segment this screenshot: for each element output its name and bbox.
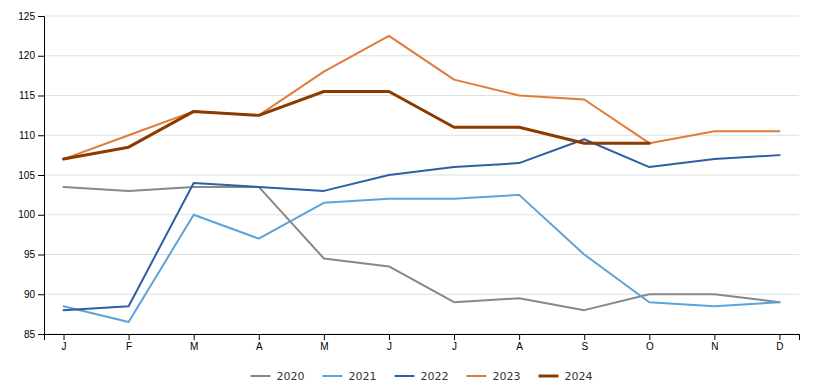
tick-mark: [324, 334, 325, 340]
tick-mark: [194, 334, 195, 340]
grid-line: [44, 55, 799, 56]
tick: A: [256, 334, 263, 352]
tick-mark: [38, 215, 44, 216]
tick-label: J: [387, 341, 392, 352]
legend-label: 2020: [277, 370, 305, 383]
series-line: [64, 92, 650, 160]
x-axis: JFMAMJJASOND: [45, 334, 800, 352]
tick-label: M: [190, 341, 198, 352]
tick-label: 95: [24, 249, 36, 260]
tick: 125: [18, 11, 44, 22]
tick: 100: [18, 209, 44, 220]
tick-mark: [714, 334, 715, 340]
tick-label: J: [452, 341, 457, 352]
tick-label: M: [320, 341, 328, 352]
lines: [64, 36, 780, 322]
tick-label: A: [256, 341, 263, 352]
axis-line: [38, 17, 45, 335]
tick-label: D: [776, 341, 783, 352]
plot: 85 90 95 100 105 110 115 120 125 J F M A M J J A S O N D: [18, 11, 799, 352]
tick: 90: [24, 289, 44, 300]
axis-line: [45, 335, 800, 341]
legend-item: 2021: [323, 370, 377, 383]
series-line: [64, 36, 780, 159]
tick-mark: [38, 255, 44, 256]
tick-label: 110: [19, 130, 35, 141]
grid-line: [44, 214, 799, 215]
tick-label: 85: [24, 329, 36, 340]
tick-mark: [129, 334, 130, 340]
grid-line: [44, 175, 799, 176]
tick: J: [452, 334, 457, 352]
tick-label: 120: [18, 50, 35, 61]
tick: M: [190, 334, 198, 352]
tick-mark: [779, 334, 780, 340]
grid: [44, 16, 799, 334]
tick-label: A: [516, 341, 523, 352]
series-line: [64, 187, 780, 310]
tick: 105: [18, 170, 44, 181]
tick: 115: [19, 90, 44, 101]
tick: 85: [24, 329, 44, 340]
legend-label: 2023: [493, 370, 521, 383]
tick-mark: [38, 294, 44, 295]
legend-swatch: [323, 375, 343, 377]
legend-item: 2022: [395, 370, 449, 383]
tick-label: 90: [24, 289, 36, 300]
grid-line: [44, 16, 799, 17]
tick-mark: [389, 334, 390, 340]
legend-swatch: [251, 375, 271, 377]
legend-swatch: [395, 375, 415, 377]
tick-mark: [38, 16, 44, 17]
series-line: [64, 195, 780, 322]
tick-mark: [38, 334, 44, 335]
tick-mark: [38, 135, 44, 136]
tick: S: [581, 334, 588, 352]
tick: 110: [19, 130, 44, 141]
tick-mark: [259, 334, 260, 340]
legend-label: 2024: [565, 370, 593, 383]
legend-label: 2021: [349, 370, 377, 383]
series-line: [64, 139, 780, 310]
legend-item: 2023: [467, 370, 521, 383]
tick-label: N: [711, 341, 718, 352]
tick: J: [387, 334, 392, 352]
tick-mark: [38, 175, 44, 176]
tick-mark: [649, 334, 650, 340]
tick-label: 125: [18, 11, 35, 22]
tick-mark: [519, 334, 520, 340]
tick-label: 105: [18, 170, 35, 181]
chart: 85 90 95 100 105 110 115 120 125 J F M A M J J A S O N D 2020…: [0, 0, 819, 392]
legend-item: 2020: [251, 370, 305, 383]
tick: A: [516, 334, 523, 352]
legend-label: 2022: [421, 370, 449, 383]
tick-label: 115: [19, 90, 35, 101]
legend-swatch: [467, 375, 487, 377]
tick: J: [62, 334, 67, 352]
tick-label: J: [62, 341, 67, 352]
tick: D: [776, 334, 783, 352]
tick-mark: [38, 56, 44, 57]
tick-label: S: [581, 341, 588, 352]
tick: 95: [24, 249, 44, 260]
tick-mark: [38, 96, 44, 97]
tick: F: [126, 334, 132, 352]
legend: 2020 2021 2022 2023 2024: [251, 370, 593, 383]
legend-swatch: [539, 375, 559, 378]
tick-label: 100: [18, 209, 35, 220]
tick-mark: [454, 334, 455, 340]
legend-item: 2024: [539, 370, 593, 383]
tick: M: [320, 334, 328, 352]
tick: 120: [18, 50, 44, 61]
tick-label: O: [646, 341, 654, 352]
tick-label: F: [126, 341, 132, 352]
tick: O: [646, 334, 654, 352]
grid-line: [44, 254, 799, 255]
tick-mark: [64, 334, 65, 340]
grid-line: [44, 95, 799, 96]
tick-mark: [584, 334, 585, 340]
tick: N: [711, 334, 718, 352]
y-axis: 85 90 95 100 105 110 115 120 125: [18, 11, 44, 340]
